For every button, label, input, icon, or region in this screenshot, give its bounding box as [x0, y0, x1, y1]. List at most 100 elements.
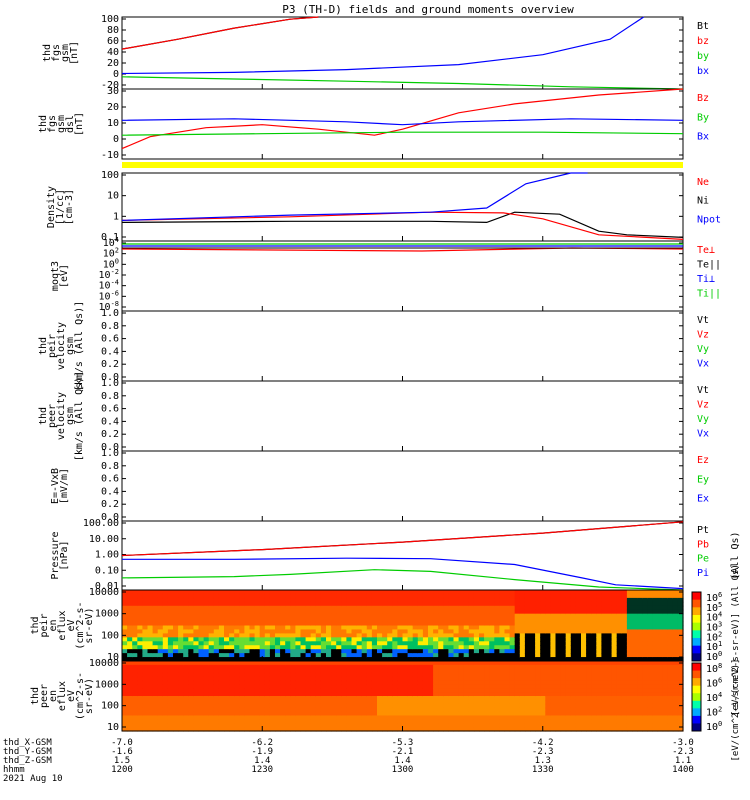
spectrogram-cell: [565, 593, 572, 599]
spectrogram-cell: [433, 645, 439, 650]
spectrogram-cell: [524, 597, 531, 603]
spectrogram-cell: [591, 676, 597, 682]
spectrogram-cell: [463, 711, 470, 717]
spectrogram-cell: [198, 707, 205, 713]
spectrogram-cell: [555, 723, 562, 728]
spectrogram-cell: [397, 597, 404, 603]
spectrogram-cell: [183, 641, 189, 646]
spectrogram-cell: [290, 719, 296, 724]
spectrogram-cell: [565, 625, 572, 631]
spectrogram-cell: [402, 684, 409, 689]
spectrogram-cell: [530, 649, 536, 654]
spectrogram-cell: [519, 703, 526, 709]
spectrogram-cell: [183, 605, 189, 611]
spectrogram-cell: [433, 707, 439, 713]
spectrogram-cell: [443, 645, 449, 650]
spectrogram-cell: [290, 597, 296, 603]
spectrogram-cell: [438, 601, 444, 607]
spectrogram-cell: [137, 715, 143, 720]
spectrogram-cell: [127, 696, 133, 701]
spectrogram-cell: [183, 590, 189, 595]
spectrogram-cell: [264, 680, 271, 685]
spectrogram-cell: [601, 637, 608, 642]
spectrogram-cell: [494, 621, 500, 627]
spectrogram-cell: [300, 723, 307, 728]
spectrogram-cell: [173, 629, 179, 634]
spectrogram-cell: [254, 727, 261, 732]
spectrogram-cell: [652, 711, 659, 717]
spectrogram-cell: [234, 715, 240, 720]
spectrogram-cell: [178, 676, 184, 682]
spectrogram-cell: [458, 605, 465, 611]
spectrogram-cell: [127, 657, 133, 662]
spectrogram-cell: [137, 629, 143, 634]
spectrogram-cell: [479, 617, 485, 623]
spectrogram-cell: [524, 727, 531, 732]
spectrogram-cell: [412, 629, 419, 634]
spectrogram-cell: [269, 613, 276, 619]
spectrogram-cell: [290, 715, 296, 720]
spectrogram-cell: [662, 711, 669, 717]
spectrogram-cell: [596, 664, 602, 670]
spectrogram-cell: [361, 696, 368, 701]
spectrogram-cell: [269, 711, 276, 717]
spectrogram-cell: [504, 617, 511, 623]
x-axis-value: -4.2: [532, 738, 554, 748]
spectrogram-cell: [642, 593, 648, 599]
x-axis-row-name: thd_X-GSM: [3, 738, 52, 748]
spectrogram-cell: [320, 590, 327, 595]
spectrogram-cell: [336, 692, 342, 697]
spectrogram-cell: [229, 664, 235, 670]
spectrogram-cell: [122, 613, 128, 619]
spectrogram-cell: [162, 676, 169, 682]
y-tick-label: 1000: [95, 609, 119, 620]
y-tick-label: 100: [103, 257, 119, 270]
spectrogram-cell: [616, 605, 623, 611]
spectrogram-cell: [586, 711, 592, 717]
spectrogram-cell: [443, 699, 449, 705]
spectrogram-cell: [417, 645, 424, 650]
spectrogram-cell: [290, 613, 296, 619]
spectrogram-cell: [229, 637, 235, 642]
spectrogram-cell: [300, 590, 307, 595]
spectrogram-cell: [555, 609, 562, 615]
spectrogram-cell: [132, 590, 138, 595]
spectrogram-cell: [443, 664, 449, 670]
spectrogram-cell: [642, 684, 648, 689]
spectrogram-cell: [218, 711, 225, 717]
spectrogram-cell: [540, 633, 546, 638]
y-tick-label: 10-6: [99, 289, 119, 302]
spectrogram-cell: [677, 684, 684, 689]
spectrogram-cell: [494, 605, 500, 611]
spectrogram-cell: [657, 680, 664, 685]
spectrogram-cell: [229, 715, 235, 720]
spectrogram-cell: [468, 625, 475, 631]
spectrogram-cell: [244, 676, 251, 682]
spectrogram-cell: [672, 601, 679, 607]
spectrogram-cell: [346, 590, 353, 595]
spectrogram-cell: [626, 727, 633, 732]
spectrogram-cell: [514, 711, 521, 717]
spectrogram-cell: [157, 711, 164, 717]
spectrogram-cell: [244, 711, 251, 717]
x-axis-value: -5.3: [392, 738, 414, 748]
spectrogram-cell: [167, 680, 174, 685]
spectrogram-cell: [448, 637, 455, 642]
spectrogram-cell: [203, 684, 210, 689]
spectrogram-cell: [152, 661, 159, 666]
spectrogram-cell: [402, 727, 409, 732]
spectrogram-cell: [132, 617, 138, 623]
spectrogram-cell: [407, 668, 414, 674]
spectrogram-cell: [188, 668, 194, 674]
spectrogram-cell: [489, 692, 495, 697]
spectrogram-cell: [581, 664, 587, 670]
spectrogram-cell: [611, 727, 618, 732]
spectrogram-cell: [305, 692, 312, 697]
spectrogram-cell: [677, 688, 684, 693]
spectrogram-cell: [601, 633, 608, 638]
spectrogram-cell: [300, 605, 307, 611]
spectrogram-cell: [122, 664, 128, 670]
spectrogram-cell: [295, 649, 302, 654]
spectrogram-cell: [535, 653, 541, 658]
spectrogram-cell: [657, 719, 664, 724]
